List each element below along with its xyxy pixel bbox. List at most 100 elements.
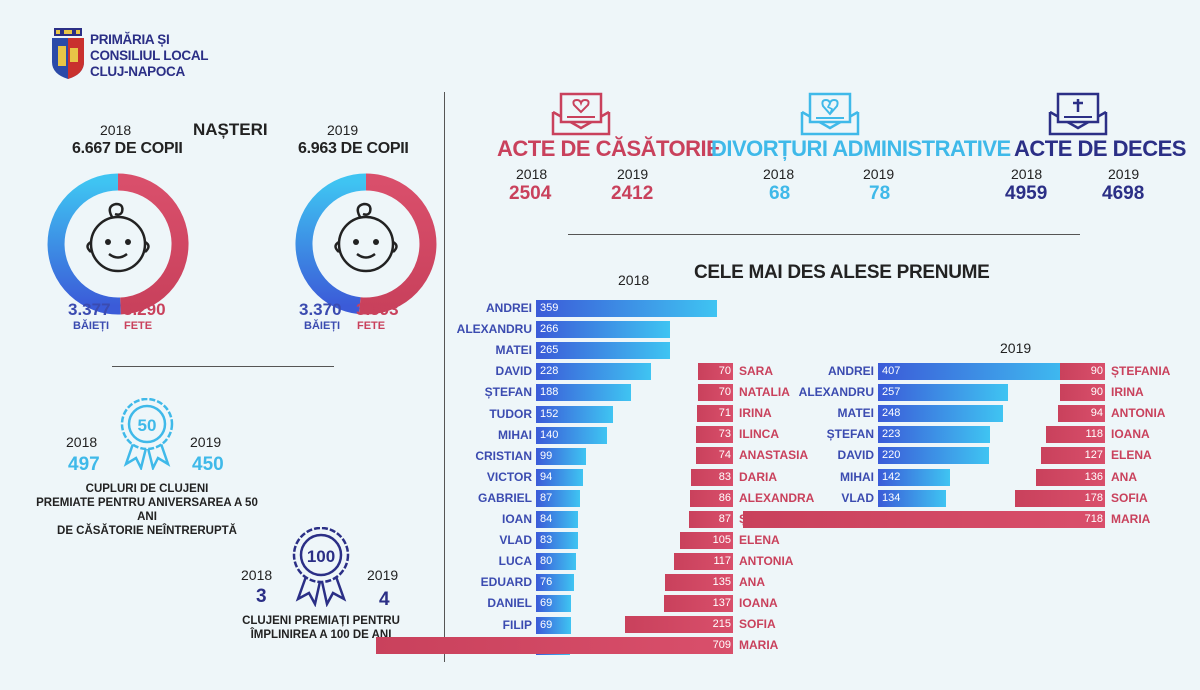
- death-val-2018: 4959: [1005, 183, 1048, 204]
- girl-bar-value: 137: [712, 597, 731, 610]
- births-2018-donut: [38, 164, 198, 324]
- boy-name-label: ALEXANDRU: [798, 385, 874, 400]
- boy-name-label: TUDOR: [489, 406, 532, 421]
- boy-bar-value: 83: [540, 534, 553, 547]
- boy-bar-2019: [878, 489, 946, 507]
- boy-bar-2018: [536, 489, 580, 507]
- marriage-year-2019: 2019: [617, 166, 649, 182]
- boy-bar-2019: [878, 384, 1008, 402]
- girl-name-label: ILINCA: [739, 427, 779, 442]
- girl-bar-2018: [664, 574, 733, 591]
- girl-bar-2018: [697, 363, 733, 380]
- names-chart-title: CELE MAI DES ALESE PRENUME: [694, 262, 990, 283]
- boy-bar-value: 257: [882, 386, 901, 399]
- births-2018-total: 6.667 DE COPII: [72, 140, 183, 157]
- boy-name-label: MIHAI: [840, 469, 874, 484]
- anniv50-desc-line2: PREMIATE PENTRU ANIVERSAREA A 50 ANI: [36, 497, 258, 523]
- births-2019-girls-label: FETE: [357, 320, 386, 332]
- boy-name-label: ANDREI: [485, 301, 532, 315]
- boy-name-label: DAVID: [495, 364, 532, 379]
- anniv100-val-2018: 3: [256, 586, 267, 607]
- boy-bar-value: 152: [540, 407, 559, 420]
- marriage-year-2018: 2018: [516, 166, 548, 182]
- girl-name-label: MARIA: [1111, 511, 1151, 526]
- births-2018-boys: 3.377: [68, 300, 111, 319]
- anniv100-desc-line1: CLUJENI PREMIAȚI PENTRU: [242, 615, 400, 627]
- death-val-2019: 4698: [1102, 183, 1145, 204]
- boy-bar-2018: [536, 574, 575, 592]
- boy-bar-2019: [878, 447, 989, 465]
- anniv50-description: CUPLURI DE CLUJENI PREMIATE PENTRU ANIVE…: [36, 482, 258, 538]
- marriage-val-2019: 2412: [611, 183, 654, 204]
- boy-bar-2018: [536, 405, 613, 423]
- boy-bar-2019: [878, 363, 1084, 380]
- marriage-val-2018: 2504: [509, 183, 552, 204]
- badge-100-text: 100: [307, 547, 335, 566]
- boy-name-label: MATEI: [495, 343, 532, 358]
- divorce-envelope-icon: [800, 92, 860, 136]
- girl-name-label: NATALIA: [739, 385, 790, 400]
- girl-name-label: IOANA: [1111, 427, 1150, 442]
- girl-name-label: ANA: [739, 575, 765, 589]
- births-2019-year: 2019: [327, 122, 359, 138]
- girl-bar-value: 90: [1090, 386, 1103, 399]
- anniv100-val-2019: 4: [379, 589, 390, 610]
- girl-bar-2019: [1059, 363, 1105, 380]
- girl-bar-2019: [743, 510, 1105, 528]
- girl-bar-value: 71: [718, 407, 731, 420]
- girl-bar-2018: [695, 447, 733, 465]
- divorce-title: DIVORȚURI ADMINISTRATIVE: [711, 136, 1011, 161]
- marriage-envelope-icon: [551, 92, 611, 136]
- boy-bar-value: 134: [882, 491, 901, 504]
- boy-bar-2018: [536, 511, 579, 528]
- births-title: NAȘTERI: [193, 120, 268, 139]
- girl-bar-2018: [696, 426, 733, 444]
- girl-name-label: ALEXANDRA: [739, 490, 815, 505]
- boy-bar-2018: [536, 342, 670, 360]
- boy-bar-value: 140: [540, 428, 559, 441]
- boy-bar-value: 407: [882, 365, 901, 377]
- boy-name-label: DAVID: [837, 448, 874, 463]
- girl-bar-value: 74: [718, 449, 731, 462]
- boy-bar-value: 76: [540, 576, 553, 589]
- girl-name-label: ANA: [1111, 469, 1137, 484]
- death-year-2018: 2018: [1011, 166, 1043, 182]
- badge-50-text: 50: [138, 416, 157, 435]
- boy-name-label: FILIP: [502, 617, 532, 632]
- boy-bar-2018: [536, 321, 671, 339]
- girl-bar-value: 73: [718, 428, 731, 441]
- girl-bar-value: 136: [1084, 470, 1103, 483]
- girl-bar-value: 83: [718, 470, 731, 483]
- girl-name-label: SARA: [739, 364, 774, 378]
- girl-bar-2018: [697, 405, 733, 423]
- names-2019-year: 2019: [1000, 340, 1032, 356]
- boy-bar-2018: [536, 468, 584, 486]
- boy-bar-value: 99: [540, 449, 553, 462]
- births-2019-donut: [286, 164, 446, 324]
- baby-face-icon: [86, 202, 150, 273]
- girl-bar-2019: [1057, 405, 1105, 423]
- boy-bar-2018: [536, 595, 571, 613]
- girl-bar-value: 87: [718, 512, 731, 525]
- girl-bar-value: 70: [718, 365, 731, 377]
- boy-bar-value: 266: [540, 323, 559, 336]
- names-2018-year: 2018: [618, 272, 650, 288]
- girl-bar-2018: [697, 384, 733, 402]
- girl-bar-2019: [1059, 384, 1105, 402]
- girl-name-label: IRINA: [1111, 385, 1144, 400]
- marriage-title: ACTE DE CĂSĂTORIE: [497, 136, 721, 161]
- rosette-100-icon: 100: [289, 526, 353, 608]
- boy-bar-2019: [878, 405, 1004, 423]
- divorce-val-2019: 78: [869, 183, 891, 204]
- girl-bar-value: 105: [712, 533, 731, 546]
- girl-bar-2018: [691, 468, 733, 486]
- girl-bar-2018: [375, 637, 733, 655]
- boy-bar-2018: [536, 532, 578, 550]
- girl-bar-2018: [689, 510, 733, 528]
- anniv50-val-2019: 450: [192, 454, 224, 475]
- boy-bar-value: 94: [540, 470, 553, 483]
- births-2018-girls-label: FETE: [124, 320, 153, 332]
- girl-bar-2018: [674, 552, 733, 570]
- births-2019-total: 6.963 DE COPII: [298, 140, 409, 157]
- girl-bar-value: 86: [718, 491, 731, 504]
